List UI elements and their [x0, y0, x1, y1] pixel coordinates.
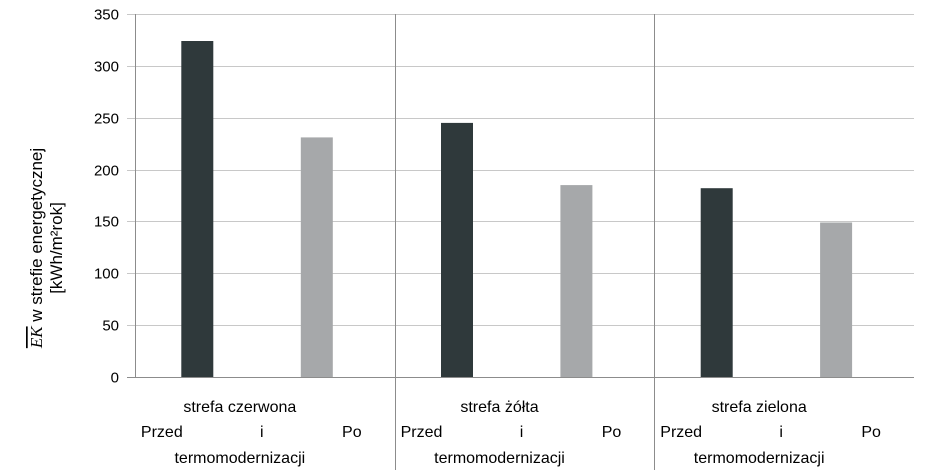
- y-tick-label: 300: [94, 59, 119, 76]
- category-name: strefa czerwona: [183, 399, 296, 416]
- gridlines: [127, 14, 914, 378]
- y-tick-label: 350: [94, 7, 119, 24]
- category-subtitle-word: Po: [602, 424, 622, 441]
- category-subtitle-word: i: [779, 424, 783, 441]
- category-separators: [395, 14, 655, 470]
- category-note: termomodernizacji: [434, 450, 565, 467]
- y-axis-title: EK w strefie energetycznej [kWh/m²rok]: [27, 148, 66, 349]
- category-subtitle-word: Przed: [141, 424, 183, 441]
- category-subtitle-word: Po: [342, 424, 362, 441]
- category-subtitle-word: Przed: [660, 424, 702, 441]
- y-tick-label: 250: [94, 111, 119, 128]
- category-note: termomodernizacji: [174, 450, 305, 467]
- y-axis-title-line2: [kWh/m²rok]: [47, 202, 66, 294]
- category-name: strefa zielona: [712, 399, 807, 416]
- category-subtitle-word: i: [260, 424, 264, 441]
- category-name: strefa żółta: [460, 399, 538, 416]
- category-label-1: strefa żółta Przed i Po termomodernizacji: [401, 399, 622, 467]
- bar-series1-1: [441, 122, 473, 378]
- bars: [181, 41, 853, 378]
- y-tick-label: 100: [94, 266, 119, 283]
- category-subtitle-word: Po: [861, 424, 881, 441]
- bar-series1-0: [181, 41, 214, 377]
- y-tick-label: 200: [94, 163, 119, 180]
- category-subtitle-word: i: [520, 424, 524, 441]
- category-subtitle-word: Przed: [401, 424, 443, 441]
- category-label-2: strefa zielona Przed i Po termomodernizacji: [660, 399, 881, 467]
- bar-series2-2: [820, 222, 853, 377]
- bar-series2-1: [560, 185, 593, 377]
- bar-series2-0: [300, 137, 333, 377]
- category-note: termomodernizacji: [694, 450, 825, 467]
- ylabel-line1: w strefie energetycznej: [27, 148, 46, 327]
- y-tick-label: 150: [94, 214, 119, 231]
- bar-series1-2: [700, 188, 733, 377]
- y-axis-title-line1: EK w strefie energetycznej: [27, 148, 46, 349]
- y-tick-labels: 0 50 100 150 200 250 300 350: [94, 7, 119, 387]
- y-tick-label: 50: [102, 318, 119, 335]
- ylabel-symbol: EK: [27, 325, 46, 349]
- y-tick-label: 0: [111, 370, 119, 387]
